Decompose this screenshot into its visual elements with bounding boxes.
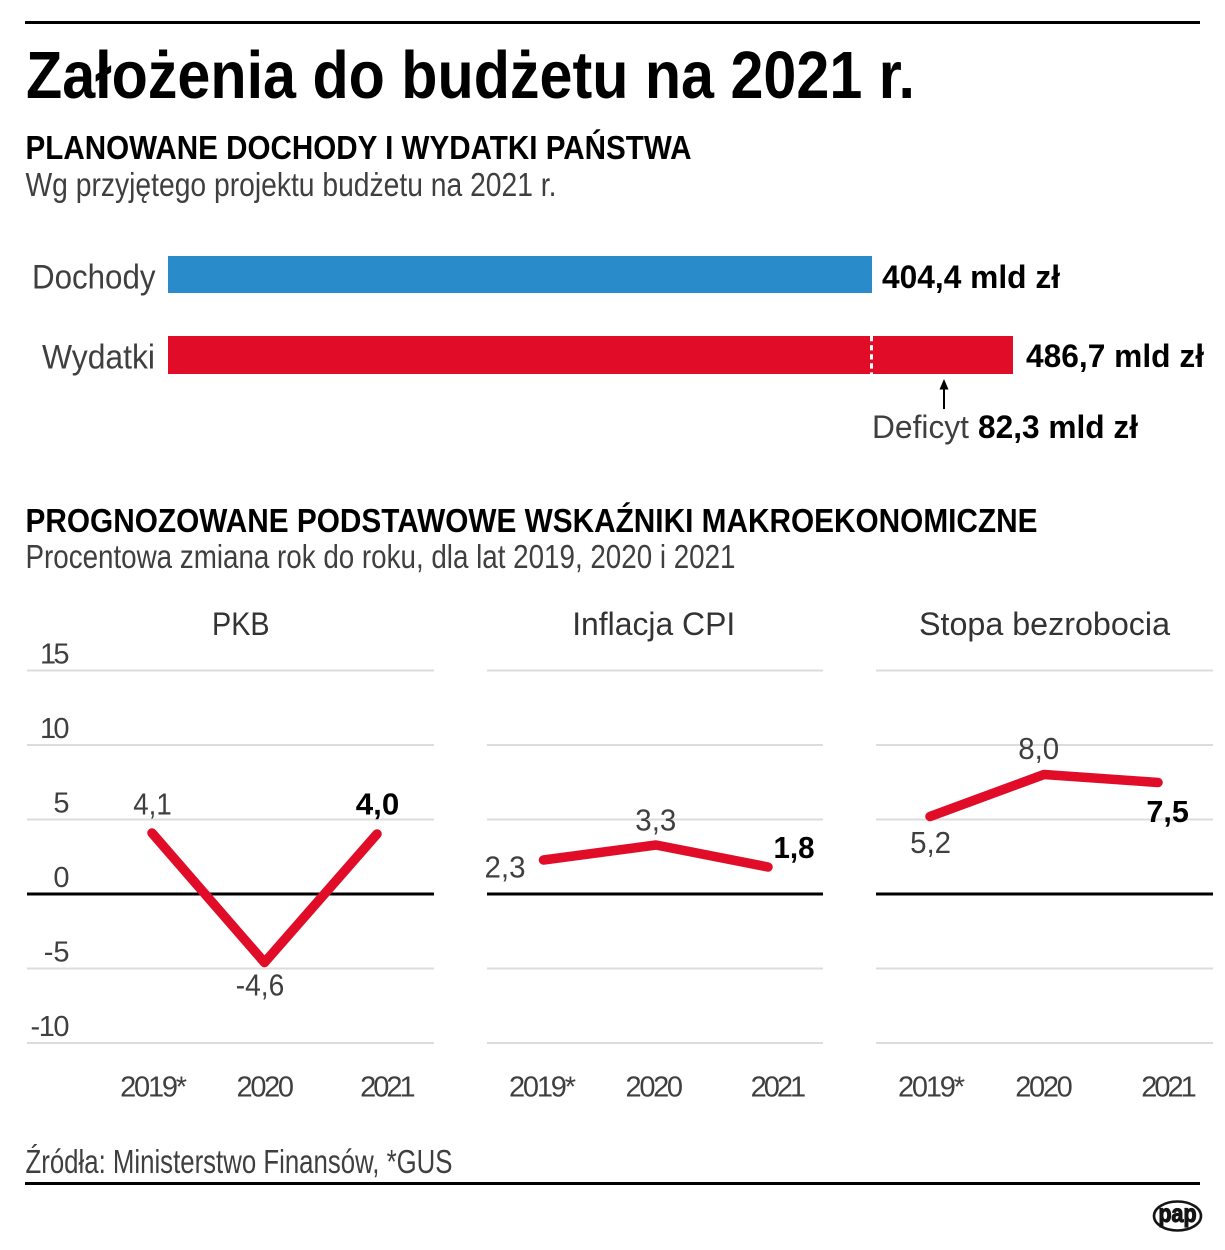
svg-text:Stopa bezrobocia: Stopa bezrobocia [919, 606, 1170, 642]
svg-text:15: 15 [40, 639, 70, 671]
svg-text:PROGNOZOWANE PODSTAWOWE WSKAŹN: PROGNOZOWANE PODSTAWOWE WSKAŹNIKI MAKROE… [26, 502, 1038, 539]
svg-text:Deficyt: Deficyt [872, 409, 969, 445]
svg-text:Procentowa zmiana rok do roku,: Procentowa zmiana rok do roku, dla lat 2… [26, 538, 736, 575]
svg-text:Dochody: Dochody [32, 259, 156, 297]
svg-text:2020: 2020 [237, 1072, 295, 1104]
svg-text:-5: -5 [44, 937, 70, 969]
svg-text:2019*: 2019* [898, 1072, 965, 1104]
svg-text:3,3: 3,3 [635, 803, 676, 838]
svg-text:4,0: 4,0 [356, 786, 400, 821]
svg-text:2020: 2020 [1015, 1072, 1073, 1104]
svg-text:486,7 mld zł: 486,7 mld zł [1026, 338, 1204, 374]
svg-text:pap: pap [1159, 1200, 1197, 1228]
svg-text:5,2: 5,2 [910, 825, 951, 860]
svg-text:2020: 2020 [626, 1072, 684, 1104]
svg-text:1,8: 1,8 [774, 830, 815, 865]
svg-text:PKB: PKB [212, 606, 270, 642]
svg-text:8,0: 8,0 [1018, 731, 1059, 766]
svg-text:2021: 2021 [1141, 1072, 1197, 1104]
svg-text:404,4 mld zł: 404,4 mld zł [882, 259, 1060, 295]
svg-text:-4,6: -4,6 [236, 968, 285, 1003]
svg-text:2021: 2021 [751, 1072, 807, 1104]
svg-text:2,3: 2,3 [485, 849, 526, 884]
svg-text:2019*: 2019* [120, 1072, 187, 1104]
svg-text:7,5: 7,5 [1146, 794, 1189, 829]
svg-text:82,3 mld zł: 82,3 mld zł [978, 409, 1138, 445]
svg-text:PLANOWANE DOCHODY I WYDATKI PA: PLANOWANE DOCHODY I WYDATKI PAŃSTWA [26, 129, 692, 166]
svg-text:0: 0 [53, 862, 69, 894]
svg-text:4,1: 4,1 [133, 786, 172, 821]
svg-text:Założenia do budżetu na 2021 r: Założenia do budżetu na 2021 r. [26, 38, 915, 113]
svg-text:Źródła: Ministerstwo Finansów,: Źródła: Ministerstwo Finansów, *GUS [26, 1143, 453, 1180]
svg-text:2021: 2021 [360, 1072, 416, 1104]
svg-text:Inflacja CPI: Inflacja CPI [572, 606, 735, 642]
svg-text:10: 10 [40, 713, 70, 745]
svg-text:Wydatki: Wydatki [42, 339, 155, 377]
svg-text:2019*: 2019* [509, 1072, 576, 1104]
svg-text:5: 5 [53, 788, 69, 820]
svg-text:Wg przyjętego projektu budżetu: Wg przyjętego projektu budżetu na 2021 r… [26, 166, 557, 203]
svg-text:-10: -10 [31, 1011, 70, 1043]
